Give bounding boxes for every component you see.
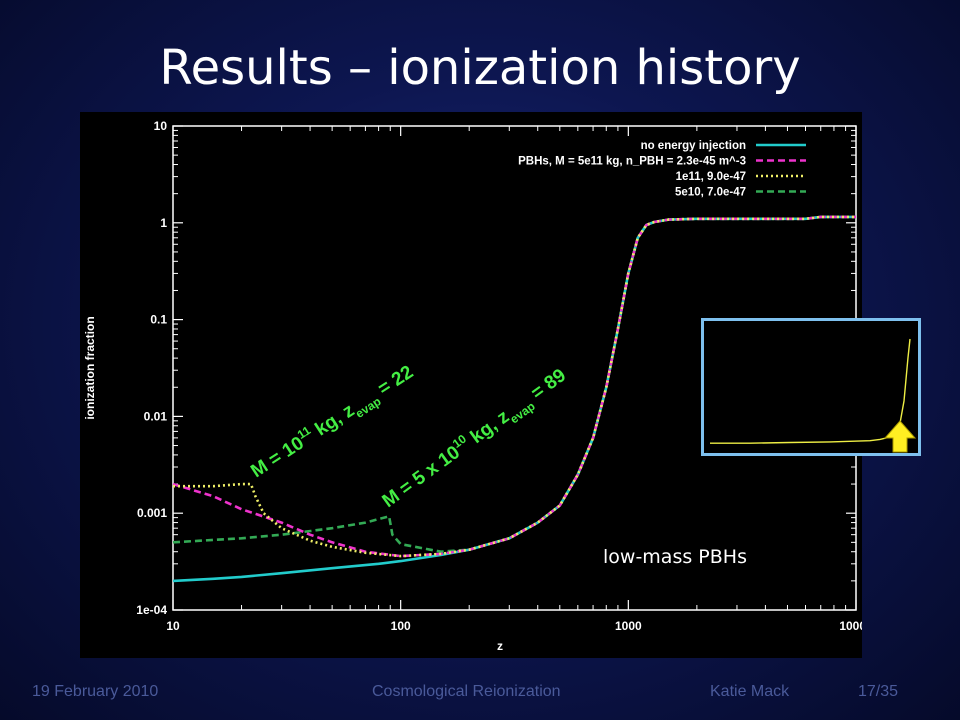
y-tick-label: 0.001: [137, 506, 167, 520]
annotation-m1e11: M = 1011 kg, zevap = 22: [246, 359, 420, 485]
series-line-1: [172, 215, 856, 558]
x-tick-label: 100: [391, 619, 411, 633]
up-arrow-icon: [883, 420, 917, 453]
caption-low-mass-pbhs: low-mass PBHs: [603, 546, 747, 568]
footer-author: Katie Mack: [710, 683, 790, 700]
y-tick-label: 10: [154, 119, 168, 133]
inset-zoom-panel: [701, 318, 921, 456]
footer-page-number: 17/35: [858, 683, 899, 700]
legend-label: 5e10, 7.0e-47: [675, 187, 746, 199]
y-tick-label: 1: [160, 216, 167, 230]
legend-label: 1e11, 9.0e-47: [676, 171, 746, 183]
x-axis-label: z: [497, 639, 503, 653]
inset-curve: [710, 338, 911, 444]
x-tick-label: 1000: [615, 619, 642, 633]
y-axis-label: ionization fraction: [83, 316, 97, 419]
y-tick-label: 0.01: [144, 409, 168, 423]
chart-svg: 10 100 1000 10000 1e-04 0.001 0.01 0.1 1 10 no en…: [83, 119, 862, 653]
y-tick-label: 1e-04: [136, 603, 167, 617]
x-tick-label: 10000: [839, 619, 862, 633]
y-tick-label: 0.1: [150, 313, 167, 327]
x-tick-label: 10: [166, 619, 180, 633]
legend-label: no energy injection: [641, 140, 746, 152]
inset-svg: [710, 338, 917, 453]
footer-topic: Cosmological Reionization: [372, 683, 561, 700]
legend-label: PBHs, M = 5e11 kg, n_PBH = 2.3e-45 m^-3: [518, 156, 746, 168]
slide-title: Results – ionization history: [159, 40, 801, 96]
footer-date: 19 February 2010: [32, 683, 159, 700]
